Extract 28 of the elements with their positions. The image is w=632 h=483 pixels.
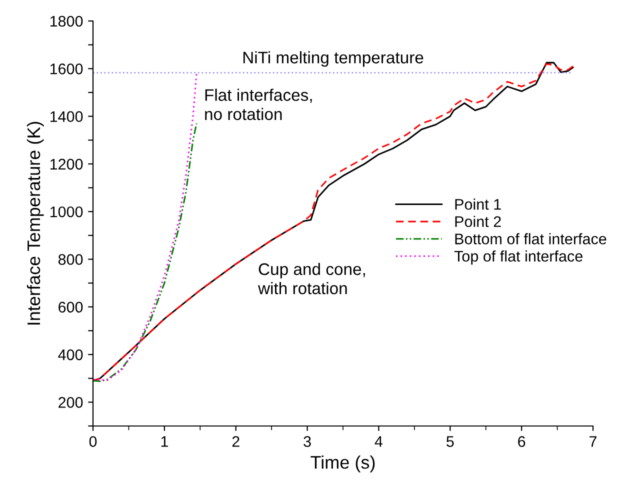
y-tick-label: 200 [58,397,83,408]
y-tick-label: 800 [58,254,83,265]
x-tick-label: 1 [161,436,168,447]
legend-label: Point 1 [455,198,501,210]
y-tick-label: 1800 [50,16,83,27]
annotation: Flat interfaces, no rotation [205,88,312,120]
line-series [93,72,198,382]
y-tick-label: 1600 [50,64,83,74]
legend-label: Top of flat interface [454,250,582,265]
x-tick-label: 4 [374,436,383,447]
legend-label: Bottom of flat interface [455,233,606,244]
x-tick-label: 3 [304,436,311,447]
y-tick-label: 1400 [50,111,83,122]
annotation: Cup and cone, with rotation [258,262,365,294]
x-axis-title: Time (s) [310,456,375,472]
x-tick-label: 6 [518,436,526,447]
y-tick-label: 400 [58,349,83,360]
y-axis-title: Interface Temperature (K) [26,122,44,325]
ref-line-label: NiTi melting temperature [243,51,424,67]
y-tick-label: 600 [58,302,83,313]
x-tick-label: 2 [232,436,240,447]
x-tick-label: 7 [590,436,596,447]
y-tick-label: 1200 [50,158,83,170]
x-tick-label: 0 [89,436,97,447]
legend-label: Point 2 [455,216,501,228]
line-series [93,122,198,382]
x-tick-label: 5 [446,436,454,447]
y-tick-label: 1000 [50,206,83,218]
